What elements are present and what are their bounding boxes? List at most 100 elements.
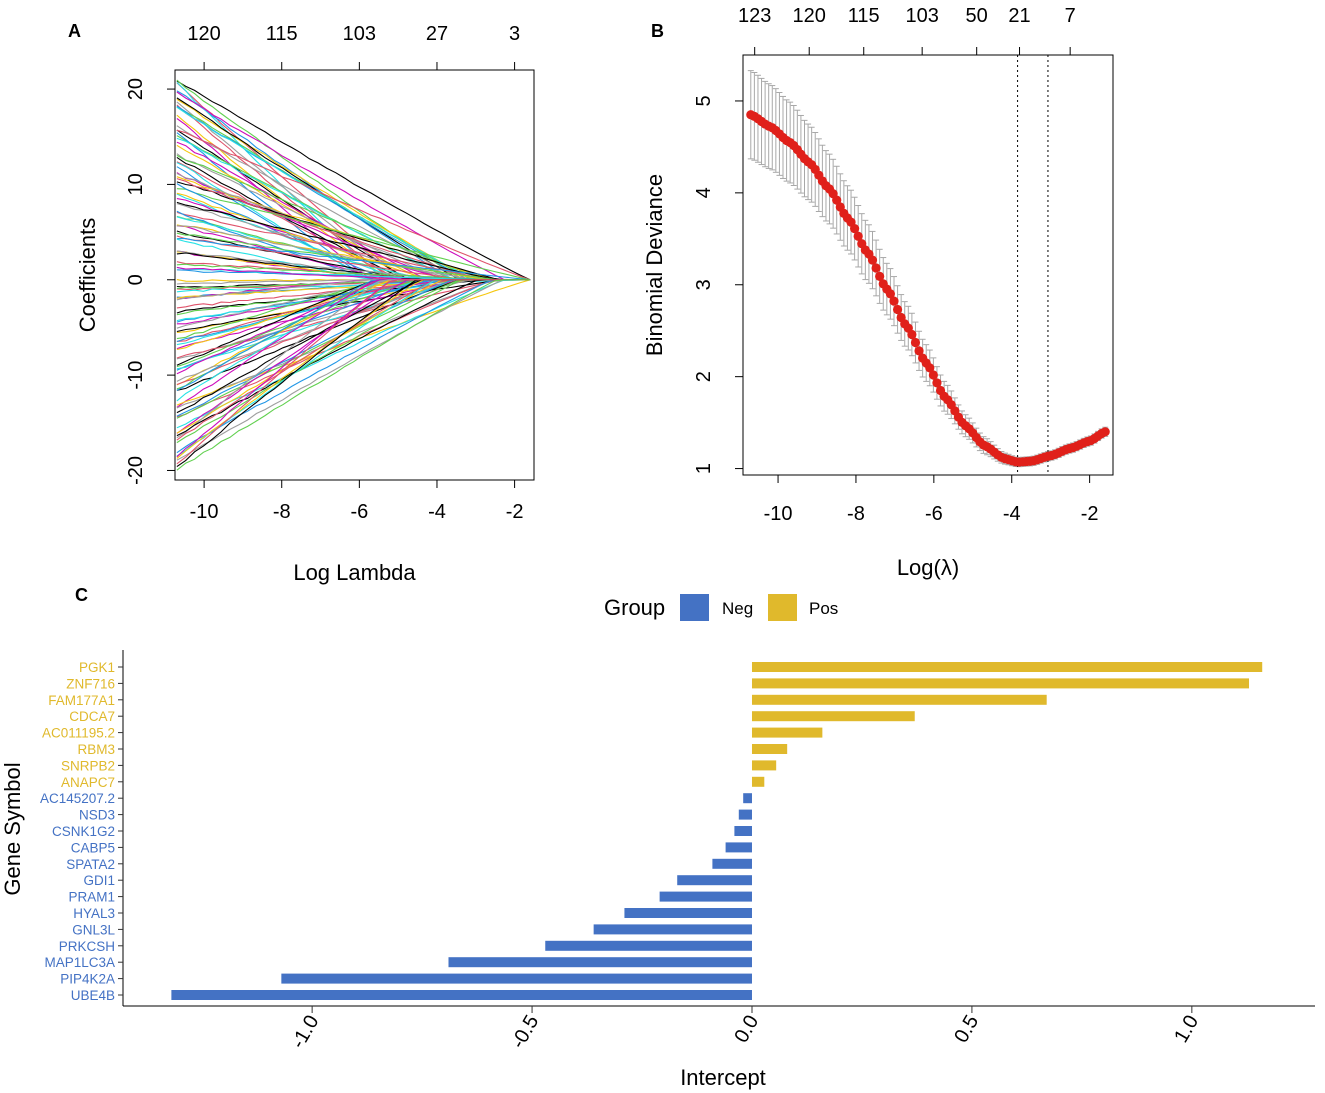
panel-a-lasso-coefficient-paths: -10 -8 -6 -4 -2 -20 -10 0 10 20 120 115 103 27 3 Log La… — [75, 23, 535, 585]
x-tick-label: -0.5 — [507, 1012, 543, 1053]
x-tick-label: -4 — [1003, 503, 1021, 525]
coefficient-path — [176, 80, 531, 281]
top-axis-label: 115 — [266, 23, 298, 45]
y-tick-label: -20 — [125, 456, 147, 485]
coefficient-path — [176, 279, 531, 465]
coefficient-path — [176, 279, 531, 333]
coefficient-path — [176, 279, 531, 408]
y-tick-label: 2 — [693, 371, 715, 382]
y-tick-label: -10 — [125, 361, 147, 390]
x-axis-title: Log(λ) — [897, 555, 959, 580]
deviance-point — [925, 363, 935, 373]
x-tick-label: -2 — [1081, 503, 1099, 525]
gene-label: UBE4B — [71, 988, 115, 1003]
gene-bar — [593, 924, 752, 935]
x-axis-title: Log Lambda — [293, 560, 416, 585]
panel-b-plot-frame — [742, 54, 1114, 476]
y-tick-label: 1 — [693, 463, 715, 474]
panel-a-plot-frame — [174, 69, 535, 481]
deviance-point — [871, 263, 881, 273]
legend-swatch-pos — [768, 594, 797, 621]
coefficient-path — [176, 279, 531, 454]
y-tick-label: 10 — [125, 173, 147, 195]
y-axis-title: Gene Symbol — [0, 762, 25, 895]
gene-label: GNL3L — [72, 922, 115, 937]
deviance-point — [928, 370, 938, 380]
x-tick-label: 0.5 — [950, 1012, 983, 1047]
x-tick-label: -6 — [350, 501, 368, 523]
deviance-point — [910, 337, 921, 348]
panel-c-bars — [171, 662, 1263, 1000]
gene-bar — [545, 940, 752, 951]
top-axis-label: 120 — [187, 23, 220, 45]
gene-bar — [738, 809, 752, 820]
gene-bar — [751, 727, 823, 738]
gene-label: PRAM1 — [68, 890, 115, 905]
gene-label: PRKCSH — [59, 939, 115, 954]
gene-bar — [677, 875, 752, 886]
gene-label: NSD3 — [79, 808, 115, 823]
top-axis-label: 123 — [738, 5, 771, 27]
x-tick-label: -10 — [190, 501, 219, 523]
gene-bar — [624, 908, 752, 918]
gene-label: FAM177A1 — [48, 693, 115, 708]
gene-label: CSNK1G2 — [52, 824, 115, 839]
panel-c-legend: Group Neg Pos — [604, 594, 838, 621]
gene-bar — [751, 776, 765, 787]
coefficient-path — [176, 201, 531, 281]
gene-label: AC011195.2 — [42, 726, 115, 741]
gene-label: CDCA7 — [69, 709, 115, 724]
legend-label-neg: Neg — [722, 599, 753, 618]
x-tick-label: -10 — [764, 503, 793, 525]
top-axis-label: 120 — [793, 5, 826, 27]
deviance-point — [885, 289, 896, 299]
y-axis-title: Coefficients — [75, 218, 100, 333]
deviance-point — [850, 223, 860, 234]
gene-label: SPATA2 — [66, 857, 115, 872]
coefficient-path — [176, 129, 531, 281]
x-tick-label: -2 — [506, 501, 524, 523]
deviance-point — [907, 329, 917, 340]
coefficient-path — [176, 91, 531, 281]
gene-bar — [751, 662, 1263, 672]
gene-label: RBM3 — [77, 742, 115, 757]
gene-label: PIP4K2A — [60, 972, 115, 987]
x-tick-label: -6 — [925, 503, 943, 525]
gene-bar — [448, 957, 752, 968]
panel-c-letter: C — [75, 585, 88, 605]
y-tick-label: 0 — [125, 274, 147, 285]
gene-bar — [751, 760, 777, 771]
top-axis-label: 103 — [343, 23, 376, 45]
deviance-point — [853, 231, 863, 241]
x-tick-label: 1.0 — [1170, 1012, 1203, 1047]
panel-b-letter: B — [651, 21, 664, 41]
top-axis-label: 50 — [966, 5, 988, 27]
x-tick-label: -8 — [273, 501, 291, 523]
gene-bar — [659, 891, 752, 902]
top-axis-label: 7 — [1065, 5, 1076, 27]
gene-label: AC145207.2 — [40, 791, 115, 806]
legend-title: Group — [604, 595, 665, 620]
coefficient-path — [176, 237, 531, 281]
top-axis-label: 103 — [905, 5, 938, 27]
gene-bar — [725, 842, 752, 853]
gene-bar — [171, 990, 752, 1000]
top-axis-label: 27 — [426, 23, 448, 45]
gene-bar — [751, 694, 1047, 705]
gene-label: ZNF716 — [66, 676, 115, 691]
y-axis-title: Binomial Deviance — [642, 174, 667, 356]
coefficient-path — [176, 279, 531, 471]
coefficient-path — [176, 154, 531, 281]
deviance-point — [1100, 427, 1110, 437]
top-axis-label: 115 — [848, 5, 880, 27]
deviance-point — [875, 271, 885, 281]
gene-bar — [751, 678, 1250, 689]
coefficient-path — [176, 153, 531, 281]
deviance-point — [932, 378, 942, 388]
coefficient-path — [176, 279, 531, 461]
gene-bar — [751, 744, 788, 754]
deviance-point — [892, 304, 903, 315]
